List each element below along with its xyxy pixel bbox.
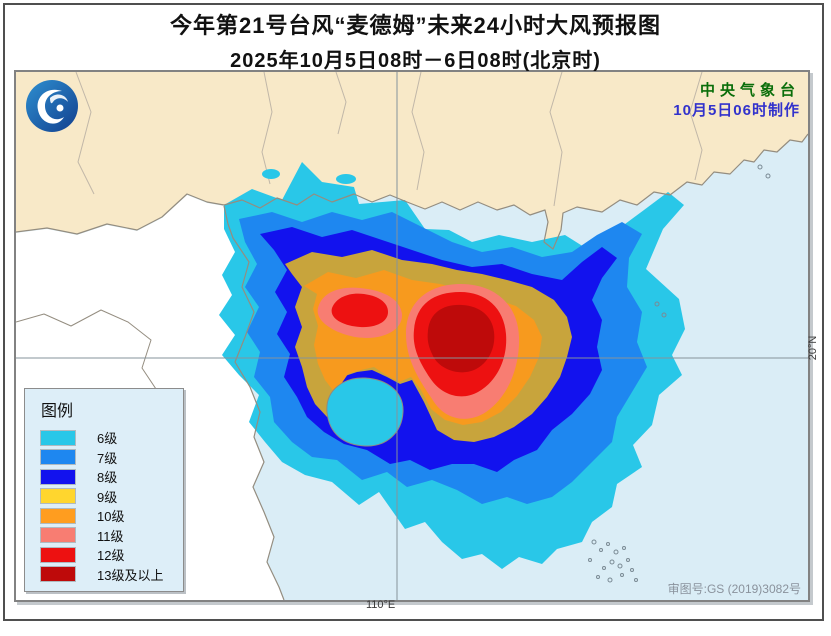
legend-item: 9级 xyxy=(40,487,183,507)
legend-swatch xyxy=(40,449,76,466)
legend-item: 12级 xyxy=(40,545,183,565)
issue-time: 10月5日06时制作 xyxy=(673,102,800,120)
province-borders xyxy=(75,72,703,207)
paracel-islands xyxy=(588,164,771,583)
legend-swatch xyxy=(40,507,76,524)
legend-item: 8级 xyxy=(40,467,183,487)
legend-item: 7级 xyxy=(40,448,183,468)
page-title: 今年第21号台风“麦德姆”未来24小时大风预报图 xyxy=(170,13,661,38)
hainan-island xyxy=(326,377,404,447)
legend-item: 10级 xyxy=(40,506,183,526)
legend-swatch xyxy=(40,468,76,485)
map-canvas xyxy=(16,72,808,600)
legend-item-label: 8级 xyxy=(97,470,118,486)
legend-rows: 6级 7级 8级 9级 10级 11级 12级 13级及以上 xyxy=(40,428,183,585)
gridlines xyxy=(16,72,808,600)
legend-swatch xyxy=(40,429,76,446)
legend-item: 11级 xyxy=(40,526,183,546)
legend-swatch xyxy=(40,566,76,583)
cma-logo xyxy=(26,80,78,132)
wind-field-level13 xyxy=(427,304,495,373)
forecast-map[interactable]: 中央气象台 10月5日06时制作 图例 6级 7级 8级 9级 10级 11级 … xyxy=(14,70,810,602)
page-subtitle: 2025年10月5日08时－6日08时(北京时) xyxy=(230,50,601,72)
legend-item-label: 11级 xyxy=(97,528,124,544)
legend-swatch xyxy=(40,546,76,563)
title-block: 今年第21号台风“麦德姆”未来24小时大风预报图 2025年10月5日08时－6… xyxy=(0,8,831,73)
legend-item: 6级 xyxy=(40,428,183,448)
legend-swatch xyxy=(40,527,76,544)
legend-item-label: 7级 xyxy=(97,450,118,466)
map-credit: 审图号:GS (2019)3082号 xyxy=(667,582,801,596)
legend-item-label: 9级 xyxy=(97,489,118,505)
agency-name: 中央气象台 xyxy=(699,82,800,99)
map-header: 中央气象台 10月5日06时制作 xyxy=(673,81,800,122)
china-land xyxy=(16,72,808,249)
legend-title: 图例 xyxy=(41,403,74,420)
legend-item-label: 6级 xyxy=(97,431,118,447)
legend-item-label: 12级 xyxy=(97,548,125,564)
latitude-label: 20°N xyxy=(807,335,819,361)
longitude-label: 110°E xyxy=(366,599,396,611)
legend-swatch xyxy=(40,488,76,505)
legend-item-label: 10级 xyxy=(97,509,125,525)
legend-panel: 图例 6级 7级 8级 9级 10级 11级 12级 13级及以上 xyxy=(24,388,184,592)
legend-item-label: 13级及以上 xyxy=(97,567,164,583)
legend-item: 13级及以上 xyxy=(40,565,183,585)
